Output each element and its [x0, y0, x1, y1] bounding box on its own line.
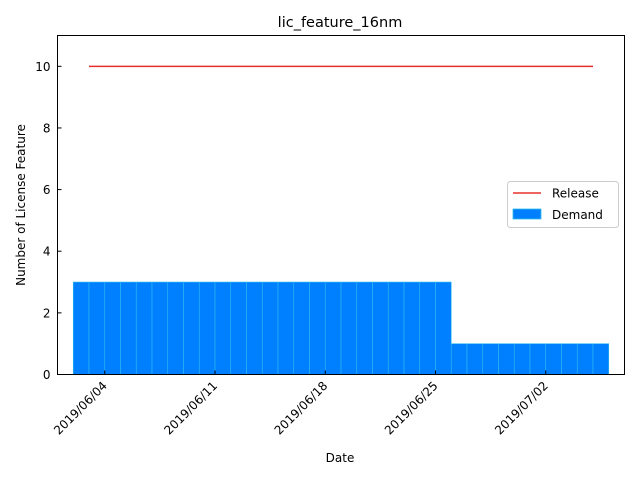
legend-demand-label: Demand	[552, 208, 603, 222]
chart-title: lic_feature_16nm	[278, 15, 403, 31]
demand-bar	[293, 281, 310, 375]
x-tick-label: 2019/06/04	[51, 379, 110, 438]
y-tick-label: 6	[43, 183, 51, 197]
demand-bar	[309, 281, 326, 375]
demand-bar	[435, 281, 452, 375]
demand-bar	[151, 281, 169, 375]
demand-bar	[340, 281, 358, 375]
demand-bar	[545, 343, 562, 375]
demand-bar	[277, 281, 295, 375]
demand-bar	[592, 343, 610, 375]
y-axis: 0 2 4 6 8 10	[35, 60, 62, 382]
demand-bar	[372, 281, 389, 375]
x-tick-label: 2019/07/02	[492, 379, 551, 438]
demand-bar	[498, 343, 515, 375]
x-tick-label: 2019/06/11	[161, 379, 220, 438]
demand-bar	[482, 343, 499, 375]
demand-bar	[576, 343, 594, 375]
y-tick-label: 2	[43, 306, 51, 320]
x-tick-label: 2019/06/25	[382, 379, 441, 438]
demand-bar	[387, 281, 405, 375]
plot-frame	[57, 35, 625, 375]
x-tick-label: 2019/06/18	[272, 379, 331, 438]
demand-bar	[214, 281, 232, 375]
demand-bars	[72, 281, 610, 375]
x-axis-label: Date	[326, 451, 355, 465]
demand-bar	[72, 281, 90, 375]
demand-bar	[403, 281, 421, 375]
demand-bar	[450, 343, 468, 375]
demand-bar	[529, 343, 547, 375]
demand-bar	[88, 281, 106, 375]
legend: Release Demand	[507, 181, 619, 228]
demand-bar	[513, 343, 531, 375]
demand-bar	[198, 281, 216, 375]
demand-bar	[183, 281, 200, 375]
demand-bar	[324, 281, 342, 375]
x-axis: 2019/06/04 2019/06/11 2019/06/18 2019/06/25…	[51, 370, 551, 438]
demand-bar	[561, 343, 578, 375]
demand-bar	[104, 281, 121, 375]
legend-release-label: Release	[552, 187, 599, 201]
y-tick-label: 10	[35, 60, 50, 74]
demand-bar	[120, 281, 137, 375]
demand-bar	[419, 281, 436, 375]
y-axis-label: Number of License Feature	[14, 124, 28, 286]
legend-demand-swatch	[512, 208, 542, 220]
demand-bar	[466, 343, 484, 375]
y-tick-label: 4	[43, 245, 51, 259]
demand-bar	[246, 281, 263, 375]
y-tick-label: 8	[43, 121, 51, 135]
demand-bar	[261, 281, 279, 375]
demand-bar	[230, 281, 247, 375]
y-tick-label: 0	[43, 368, 51, 382]
demand-bar	[135, 281, 153, 375]
demand-bar	[167, 281, 184, 375]
demand-bar	[356, 281, 373, 375]
